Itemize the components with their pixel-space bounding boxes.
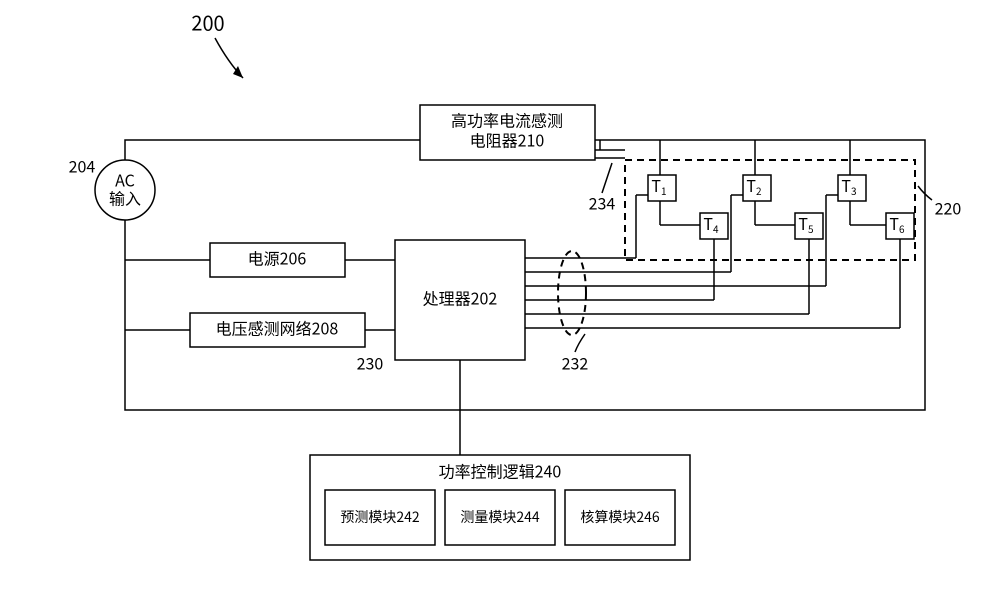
module-account-label: 核算模块246 xyxy=(580,507,660,527)
figure-ref: 200 xyxy=(191,7,224,36)
processor-label: 处理器202 xyxy=(423,285,498,309)
ref-230: 230 xyxy=(357,350,384,374)
voltage-net-label: 电压感测网络208 xyxy=(216,315,339,339)
switch-group-ref: 220 xyxy=(935,195,962,219)
module-predict-label: 预测模块242 xyxy=(340,507,420,527)
ref-234: 234 xyxy=(589,190,616,214)
ac-line2: 输入 xyxy=(109,185,141,209)
ac-ref: 204 xyxy=(69,153,96,177)
power-supply-label: 电源206 xyxy=(248,245,307,269)
logic-title: 功率控制逻辑240 xyxy=(439,458,562,482)
module-measure-label: 测量模块244 xyxy=(460,507,540,527)
ref-232: 232 xyxy=(562,350,589,374)
sense-resistor-l2: 电阻器210 xyxy=(470,127,545,151)
diagram: .box { fill:#fff; stroke:#000; stroke-wi… xyxy=(0,0,1000,597)
